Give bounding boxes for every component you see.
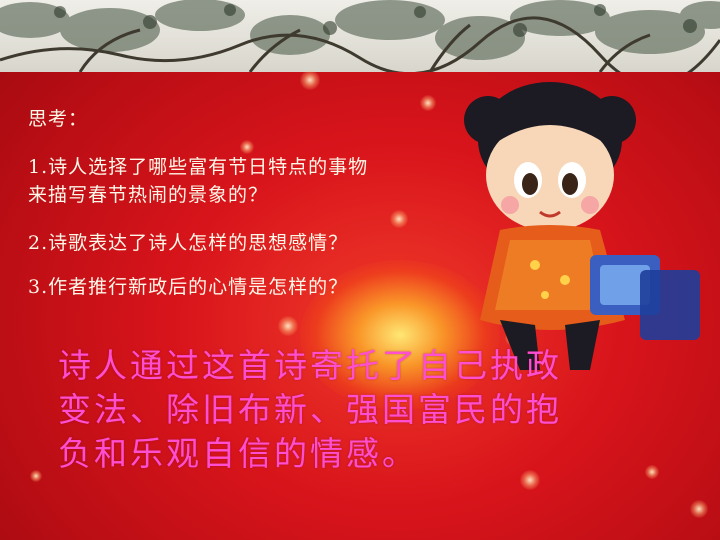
question-2: 2.诗歌表达了诗人怎样的思想感情？ [28, 232, 349, 254]
sparkle-icon [30, 470, 42, 482]
question-1-line-2: 来描写春节热闹的景象的？ [28, 184, 269, 206]
sparkle-icon [278, 316, 298, 336]
answer-line-3: 负和乐观自信的情感。 [58, 434, 418, 473]
answer-text: 诗人通过这首诗寄托了自己执政 变法、除旧布新、强国富民的抱 负和乐观自信的情感。 [58, 344, 678, 476]
question-3: 3.作者推行新政后的心情是怎样的？ [28, 276, 349, 298]
question-1-line-1: 1.诗人选择了哪些富有节日特点的事物 [28, 156, 369, 178]
sparkle-icon [690, 500, 708, 518]
sparkle-icon [520, 470, 540, 490]
tree-banner-image [0, 0, 720, 72]
sparkle-icon [300, 70, 320, 90]
sparkle-icon [240, 140, 254, 154]
answer-line-2: 变法、除旧布新、强国富民的抱 [58, 390, 562, 429]
sparkle-icon [390, 210, 408, 228]
question-heading: 思考： [28, 108, 89, 130]
answer-line-1: 诗人通过这首诗寄托了自己执政 [58, 346, 562, 385]
firecracker-glow [300, 260, 500, 410]
cartoon-girl-illustration [464, 82, 700, 370]
sparkle-icon [645, 465, 659, 479]
sparkle-icon [420, 95, 436, 111]
tree-branches-illustration [0, 0, 720, 72]
